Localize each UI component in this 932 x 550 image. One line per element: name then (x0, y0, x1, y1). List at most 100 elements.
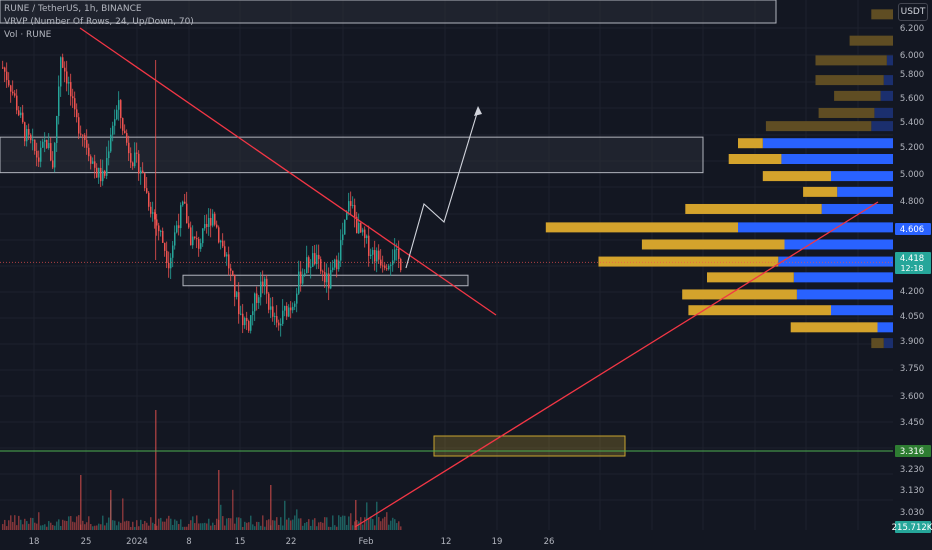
vp-up-bar (762, 138, 893, 149)
candle-body (86, 140, 88, 148)
vp-down-bar (707, 272, 794, 283)
volume-bar (374, 525, 376, 530)
candle-body (232, 270, 234, 276)
volume-bar (20, 519, 22, 530)
candle-body (324, 272, 326, 283)
candle-body (14, 93, 16, 96)
candles (2, 53, 402, 337)
candle-body (226, 254, 228, 257)
volume-bar (18, 515, 20, 530)
candle-body (150, 206, 152, 214)
volume-bar (368, 517, 370, 530)
candle-body (24, 122, 26, 142)
vp-up-bar (874, 107, 893, 118)
candle-body (54, 143, 56, 168)
candle-body (58, 86, 60, 116)
candle-body (238, 292, 240, 315)
volume-bar (186, 526, 188, 530)
volume-bar (384, 516, 386, 530)
candle-body (370, 254, 372, 256)
candle-body (356, 216, 358, 234)
currency-button[interactable]: USDT (898, 3, 928, 21)
volume-bar (28, 523, 30, 530)
vp-up-bar (793, 272, 893, 283)
volume-bar (300, 518, 302, 530)
candle-body (22, 112, 24, 123)
candle-body (228, 254, 230, 269)
volume-bar (162, 521, 164, 530)
volume-bar (264, 526, 266, 530)
volume-bar (144, 521, 146, 530)
trend-drawings[interactable] (0, 27, 893, 528)
legend-vrvp[interactable]: VRVP (Number Of Rows, 24, Up/Down, 70) (4, 17, 194, 27)
candle-body (210, 218, 212, 226)
candle-body (218, 227, 220, 243)
volume-bar (92, 526, 94, 530)
candle-body (166, 250, 168, 263)
time-axis[interactable]: 18 25 2024 8 15 22 Feb 12 19 26 (0, 532, 893, 550)
candle-body (212, 213, 214, 226)
candle-body (50, 143, 52, 161)
candle-body (364, 229, 366, 239)
volume-bar (72, 521, 74, 530)
legend-symbol[interactable]: RUNE / TetherUS, 1h, BINANCE (4, 4, 142, 14)
volume-profile (545, 9, 893, 349)
volume-bar (32, 518, 34, 530)
legend-volume[interactable]: Vol · RUNE (4, 30, 52, 40)
candle-body (156, 219, 158, 226)
candle-body (64, 67, 66, 72)
volume-bar (68, 516, 70, 530)
volume-bar (46, 526, 48, 530)
candle-body (354, 205, 356, 217)
candle-body (382, 265, 384, 267)
candle-body (330, 270, 332, 289)
candle-body (36, 150, 38, 158)
candle-body (112, 125, 114, 135)
candle-body (242, 313, 244, 326)
candle-body (184, 201, 186, 204)
volume-bar (306, 521, 308, 530)
vp-down-bar (790, 322, 878, 333)
vp-down-bar (688, 305, 831, 316)
candle-body (108, 151, 110, 159)
candle-body (314, 253, 316, 265)
volume-bar (236, 517, 238, 530)
volume-bar (214, 524, 216, 530)
price-axis[interactable]: 6.200 6.000 5.800 5.600 5.400 5.200 5.000 4.800… (893, 0, 932, 550)
candle-body (290, 307, 292, 311)
volume-bar (180, 519, 182, 530)
volume-bar (130, 526, 132, 530)
candle-body (236, 292, 238, 297)
volume-bar (338, 515, 340, 530)
volume-bar (182, 526, 184, 530)
candle-body (200, 243, 202, 249)
candle-body (18, 110, 20, 116)
price-tick-label: 4.200 (900, 287, 924, 297)
vp-down-bar (738, 138, 763, 149)
volume-bar (140, 519, 142, 530)
candle-body (302, 274, 304, 284)
volume-bar (392, 517, 394, 530)
vp-up-bar (821, 203, 893, 214)
candle-body (170, 257, 172, 269)
volume-bar (266, 520, 268, 530)
candle-body (34, 139, 36, 151)
candle-body (376, 250, 378, 262)
countdown-label: 12:18 (900, 264, 923, 273)
candle-body (78, 117, 80, 134)
volume-bar (30, 517, 32, 530)
candle-body (266, 278, 268, 294)
volume-bar (40, 525, 42, 530)
candle-body (90, 156, 92, 164)
candle-body (390, 264, 392, 266)
candle-body (208, 218, 210, 227)
volume-bar (252, 524, 254, 530)
candle-body (148, 192, 150, 207)
candle-body (378, 250, 380, 260)
candle-body (6, 71, 8, 81)
candle-body (322, 271, 324, 273)
vp-up-bar (781, 154, 893, 164)
volume-bar (110, 490, 112, 530)
